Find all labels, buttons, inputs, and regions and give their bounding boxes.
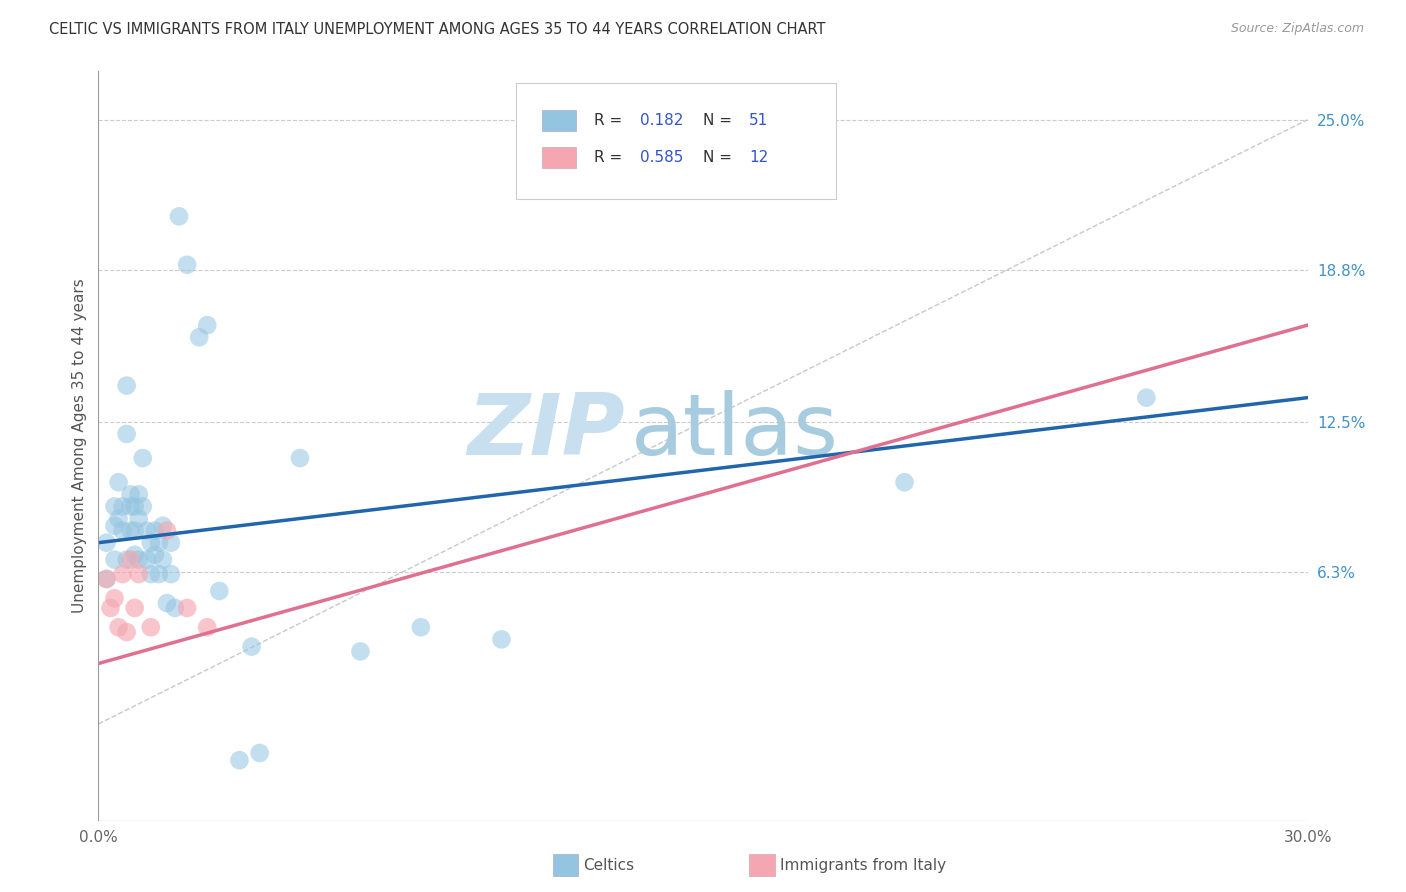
Point — [135, 524, 157, 538]
Point — [195, 620, 218, 634]
Point — [132, 451, 155, 466]
Point — [148, 535, 170, 549]
Point — [135, 552, 157, 566]
Text: N =: N = — [703, 150, 737, 165]
Text: 0.182: 0.182 — [640, 112, 683, 128]
Point — [111, 567, 134, 582]
Point — [103, 500, 125, 514]
Point — [107, 620, 129, 634]
Point — [96, 535, 118, 549]
Point — [195, 318, 218, 333]
Text: Immigrants from Italy: Immigrants from Italy — [780, 858, 946, 872]
Point — [1135, 391, 1157, 405]
Point — [103, 591, 125, 606]
Point — [128, 567, 150, 582]
Point — [249, 746, 271, 760]
Point — [115, 378, 138, 392]
Point — [115, 426, 138, 441]
Point — [160, 567, 183, 582]
Point — [240, 640, 263, 654]
Text: CELTIC VS IMMIGRANTS FROM ITALY UNEMPLOYMENT AMONG AGES 35 TO 44 YEARS CORRELATI: CELTIC VS IMMIGRANTS FROM ITALY UNEMPLOY… — [49, 22, 825, 37]
Point — [107, 475, 129, 490]
Point — [167, 210, 190, 224]
FancyBboxPatch shape — [543, 147, 576, 168]
Text: R =: R = — [595, 112, 627, 128]
Point — [156, 524, 179, 538]
Point — [124, 548, 146, 562]
Point — [100, 601, 122, 615]
Text: Source: ZipAtlas.com: Source: ZipAtlas.com — [1230, 22, 1364, 36]
Point — [152, 518, 174, 533]
Point — [188, 330, 211, 344]
Point — [128, 487, 150, 501]
FancyBboxPatch shape — [543, 110, 576, 130]
Point — [132, 500, 155, 514]
Point — [288, 451, 311, 466]
Point — [893, 475, 915, 490]
Point — [103, 552, 125, 566]
FancyBboxPatch shape — [516, 83, 837, 199]
Point — [228, 753, 250, 767]
Point — [120, 500, 142, 514]
Point — [156, 596, 179, 610]
Point — [152, 552, 174, 566]
Text: R =: R = — [595, 150, 627, 165]
Point — [124, 524, 146, 538]
Point — [128, 511, 150, 525]
Y-axis label: Unemployment Among Ages 35 to 44 years: Unemployment Among Ages 35 to 44 years — [72, 278, 87, 614]
Point — [349, 644, 371, 658]
Point — [176, 601, 198, 615]
Point — [120, 524, 142, 538]
Text: atlas: atlas — [630, 390, 838, 473]
Point — [139, 567, 162, 582]
Point — [148, 567, 170, 582]
Point — [120, 552, 142, 566]
Text: ZIP: ZIP — [467, 390, 624, 473]
Point — [143, 548, 166, 562]
Point — [124, 601, 146, 615]
Point — [160, 535, 183, 549]
Point — [96, 572, 118, 586]
Point — [491, 632, 513, 647]
Point — [139, 535, 162, 549]
Point — [128, 552, 150, 566]
Point — [124, 500, 146, 514]
Point — [107, 511, 129, 525]
Text: 51: 51 — [749, 112, 768, 128]
Point — [208, 584, 231, 599]
Point — [120, 487, 142, 501]
Point — [96, 572, 118, 586]
Point — [115, 625, 138, 640]
Text: N =: N = — [703, 112, 737, 128]
Point — [176, 258, 198, 272]
Text: 12: 12 — [749, 150, 768, 165]
Point — [409, 620, 432, 634]
Point — [111, 524, 134, 538]
Point — [143, 524, 166, 538]
Point — [139, 620, 162, 634]
Point — [163, 601, 186, 615]
Text: 0.585: 0.585 — [640, 150, 683, 165]
Text: Celtics: Celtics — [583, 858, 634, 872]
Point — [111, 500, 134, 514]
Point — [115, 552, 138, 566]
Point — [103, 518, 125, 533]
